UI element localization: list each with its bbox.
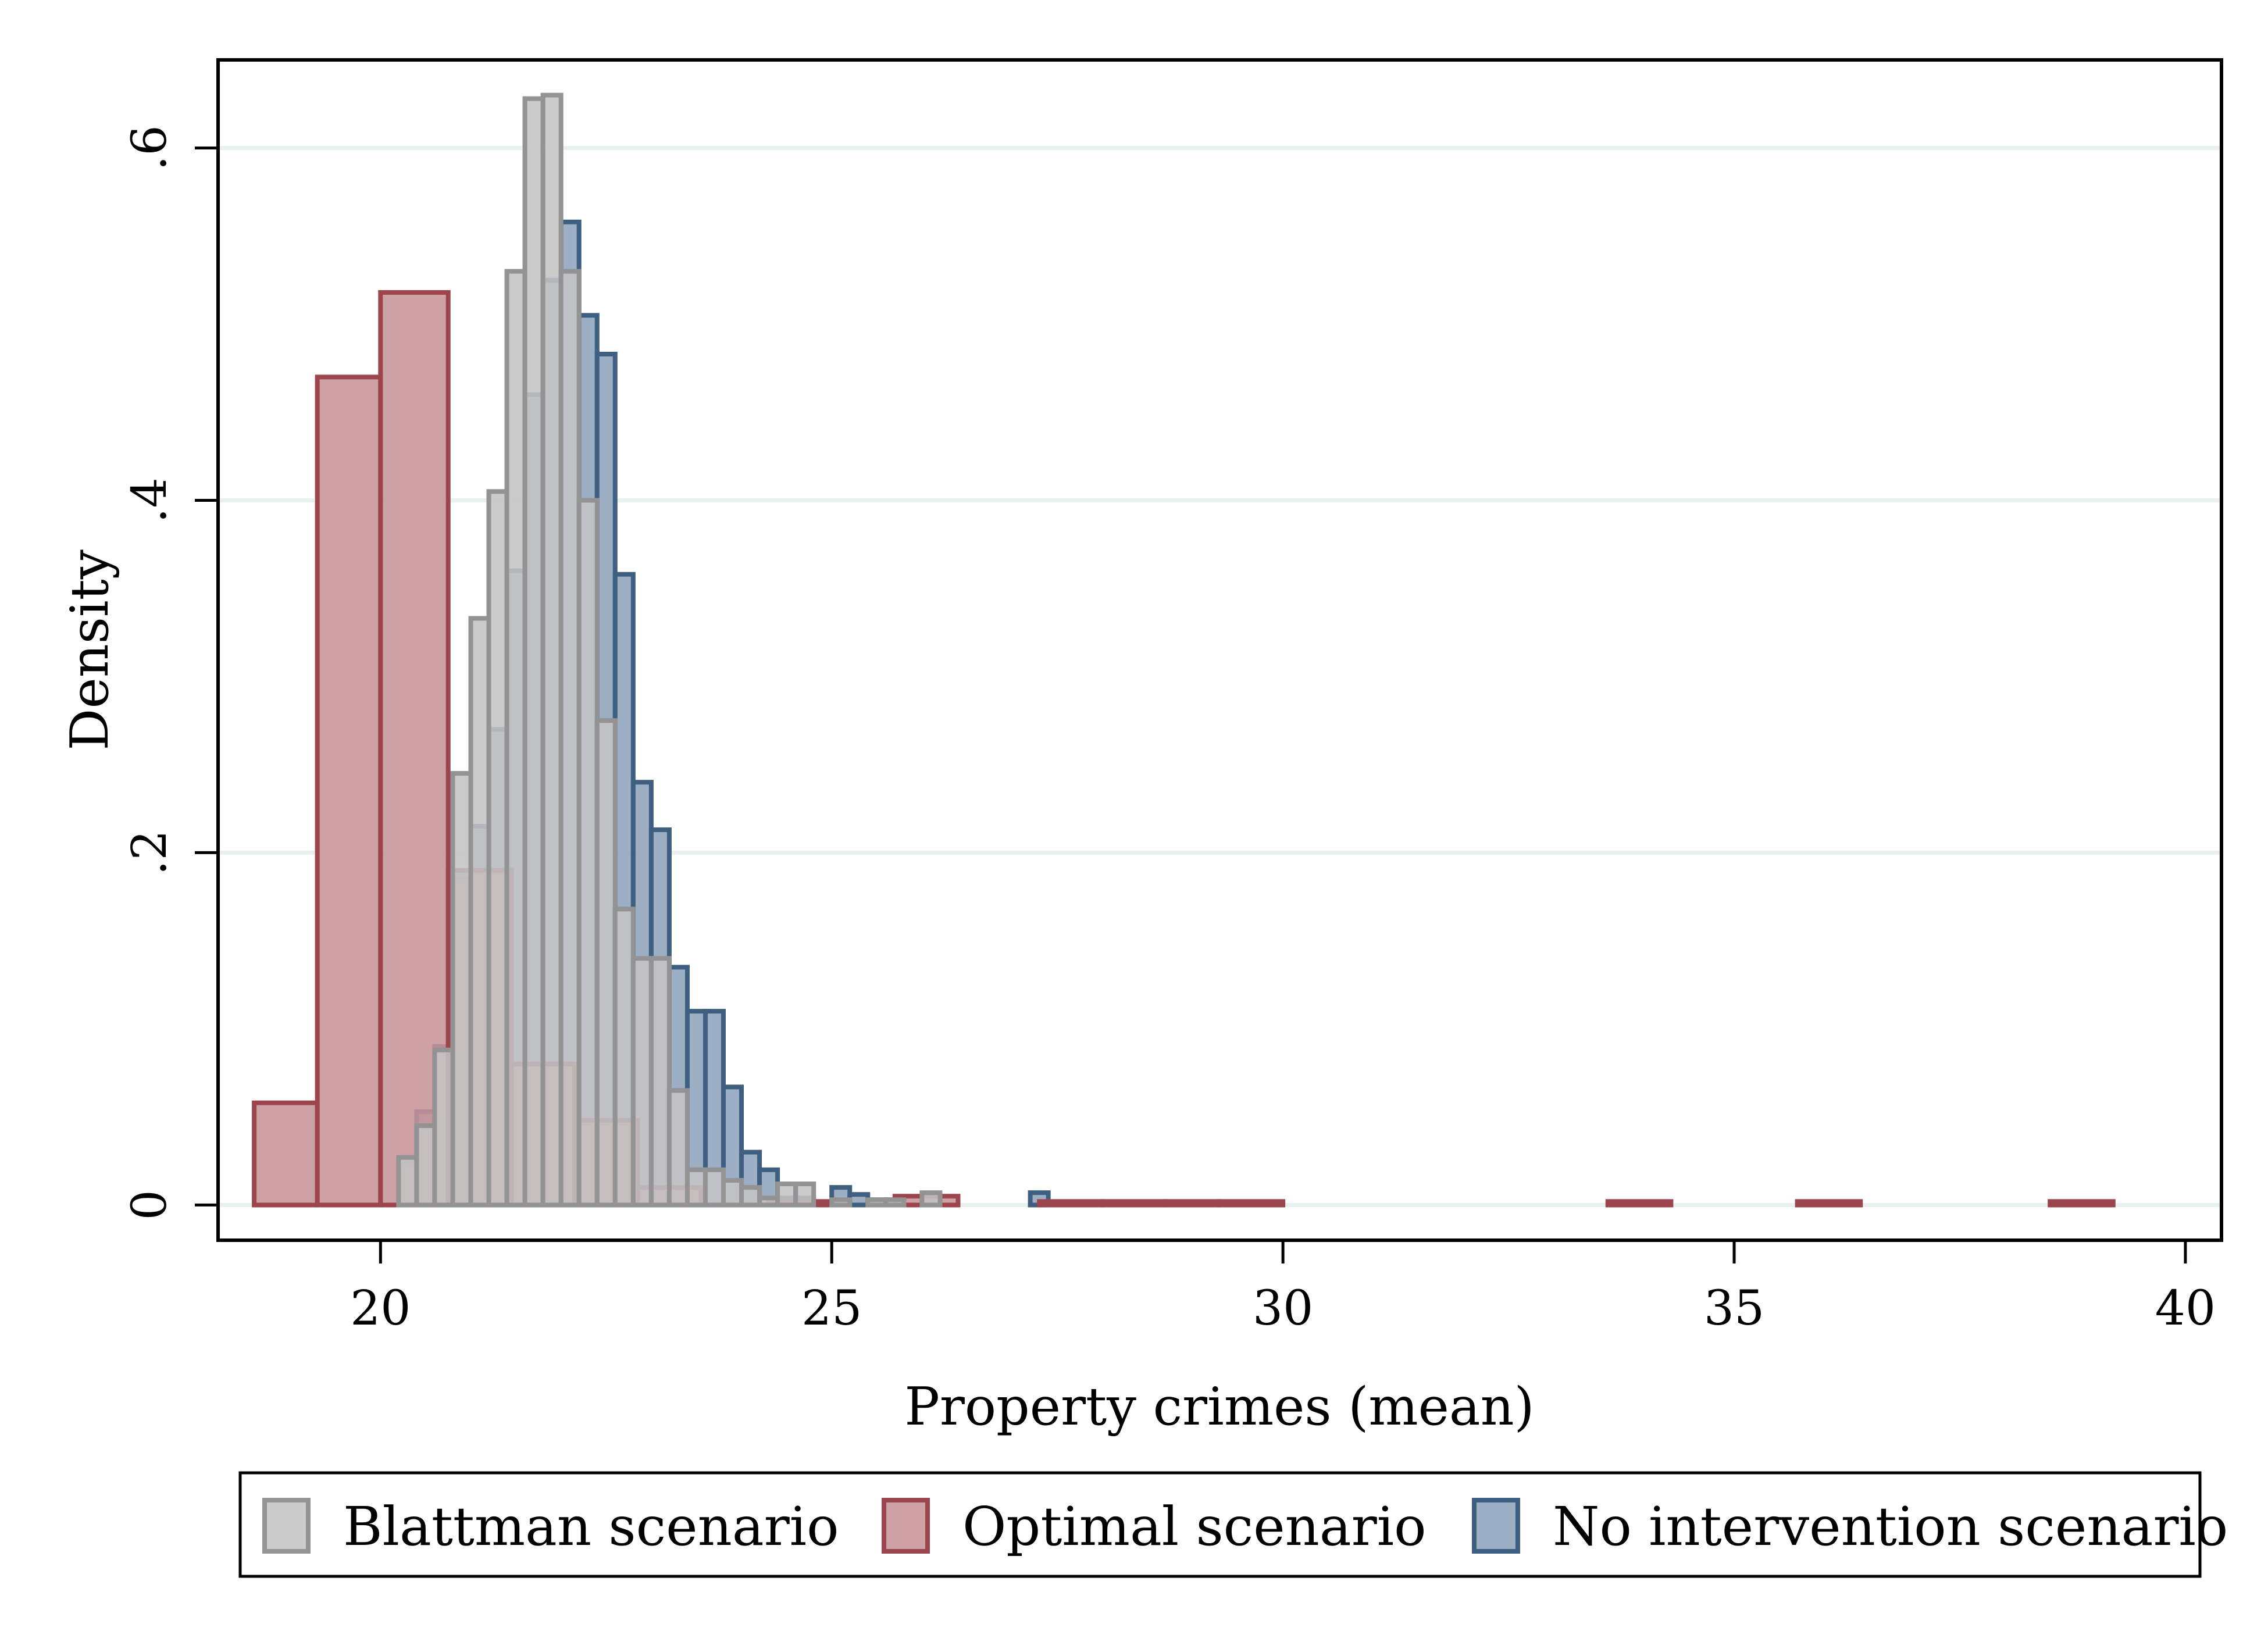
- legend-item: Optimal scenario: [882, 1495, 1427, 1558]
- histogram-bars: [252, 92, 2116, 1208]
- legend-swatch: [1472, 1498, 1520, 1554]
- histogram-bar: [558, 269, 582, 1208]
- histogram-bar: [315, 374, 383, 1208]
- histogram-bar: [612, 906, 636, 1208]
- legend-item: Blattman scenario: [262, 1495, 839, 1558]
- histogram-bar: [739, 1185, 762, 1208]
- y-tick-label: .2: [122, 830, 177, 875]
- x-tick-label: 20: [350, 1281, 411, 1336]
- histogram-bar: [666, 1088, 690, 1208]
- histogram-bar: [576, 498, 600, 1208]
- legend-label: No intervention scenario: [1553, 1495, 2228, 1558]
- histogram-bar: [1217, 1199, 1286, 1208]
- histogram-bar: [793, 1182, 816, 1208]
- legend-box: [238, 1471, 2202, 1578]
- x-tick-label: 35: [1704, 1281, 1764, 1336]
- histogram-bar: [1100, 1199, 1168, 1208]
- histogram-bar: [432, 1047, 455, 1208]
- plot-frame: [216, 58, 2223, 1242]
- histogram-bar: [1795, 1199, 1863, 1208]
- histogram-bar: [540, 92, 564, 1208]
- histogram-bar: [414, 1123, 437, 1208]
- histogram-bar: [684, 1167, 708, 1208]
- histogram-bar: [522, 96, 545, 1208]
- x-tick-label: 25: [801, 1281, 862, 1336]
- legend-items: Blattman scenario Optimal scenario No inte…: [262, 1495, 2228, 1558]
- histogram-bar: [2048, 1199, 2116, 1208]
- histogram-bar: [468, 616, 491, 1208]
- histogram-bar: [847, 1192, 871, 1208]
- histogram-bar: [919, 1190, 943, 1208]
- histogram-bar: [865, 1197, 889, 1208]
- histogram-bar: [504, 269, 527, 1208]
- histogram-bar: [829, 1197, 853, 1208]
- legend-swatch: [262, 1498, 311, 1554]
- histogram-bar: [757, 1195, 780, 1208]
- x-axis-title: Property crimes (mean): [904, 1376, 1534, 1437]
- histogram-bar: [1163, 1199, 1222, 1208]
- y-tick-label: 0: [122, 1190, 177, 1220]
- legend-item: No intervention scenario: [1472, 1495, 2228, 1558]
- legend-label: Blattman scenario: [343, 1495, 839, 1558]
- histogram-bar: [450, 771, 473, 1208]
- histogram-bar: [630, 956, 654, 1208]
- series-2: [396, 92, 943, 1208]
- y-tick-label: .4: [122, 477, 177, 523]
- y-axis-title: Density: [59, 549, 120, 751]
- y-tick-label: .6: [122, 125, 177, 170]
- histogram-bar: [1037, 1199, 1105, 1208]
- legend-label: Optimal scenario: [962, 1495, 1427, 1558]
- histogram-bar: [775, 1182, 798, 1208]
- axes: 20 25 30 35 40 0 .2 .4 .6: [122, 125, 2216, 1336]
- histogram-bar: [648, 956, 672, 1208]
- x-tick-label: 30: [1253, 1281, 1313, 1336]
- legend-swatch: [882, 1498, 930, 1554]
- histogram-bar: [883, 1197, 907, 1208]
- histogram-bar: [396, 1155, 419, 1208]
- histogram-bar: [594, 718, 618, 1208]
- histogram-bar: [1605, 1199, 1674, 1208]
- histogram-bar: [486, 489, 509, 1208]
- histogram-bar: [252, 1100, 320, 1208]
- histogram-bar: [721, 1177, 744, 1208]
- legend: Blattman scenario Optimal scenario No inte…: [238, 1471, 2228, 1578]
- x-tick-label: 40: [2155, 1281, 2216, 1336]
- histogram-bar: [702, 1167, 726, 1208]
